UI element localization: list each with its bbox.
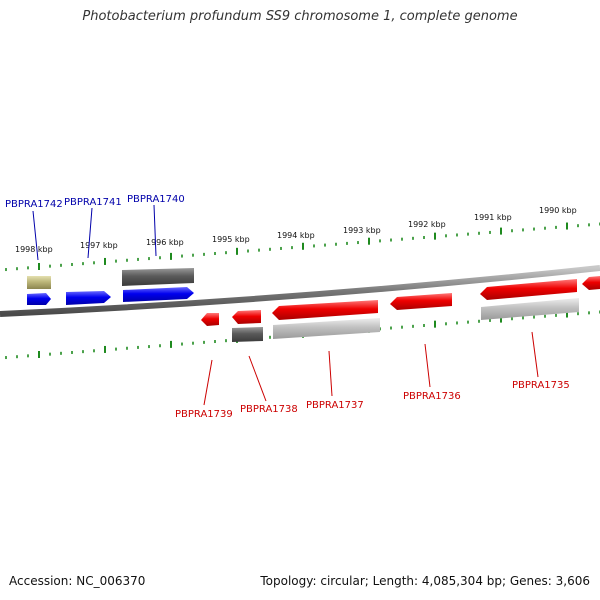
label-pbpra1741[interactable]: PBPRA1741 [64,197,122,208]
label-pbpra1738[interactable]: PBPRA1738 [240,404,298,415]
tick-label-1997: 1997 kbp [80,241,118,250]
gene-pbpra1742[interactable] [27,293,51,305]
tick-label-1996: 1996 kbp [146,238,184,247]
tick-label-1994: 1994 kbp [277,231,315,240]
tick-label-1991: 1991 kbp [474,213,512,222]
gene-block-dark-lower[interactable] [232,327,263,342]
gene-block-light-2[interactable] [481,298,579,320]
gene-pbpra1740[interactable] [123,287,194,302]
tick-label-1992: 1992 kbp [408,220,446,229]
gene-pbpra1739[interactable] [201,313,219,326]
tick-labels: 1998 kbp 1997 kbp 1996 kbp 1995 kbp 1994… [15,206,577,254]
label-pbpra1736[interactable]: PBPRA1736 [403,391,461,402]
tick-label-1998: 1998 kbp [15,245,53,254]
tick-label-1990: 1990 kbp [539,206,577,215]
bottom-label-connectors [203,331,539,406]
gene-pbpra1735[interactable] [480,279,577,300]
gene-pbpra1738[interactable] [232,310,261,324]
gene-block-light-1[interactable] [273,318,380,339]
label-pbpra1739[interactable]: PBPRA1739 [175,409,233,420]
top-label-connectors [32,204,157,261]
label-pbpra1742[interactable]: PBPRA1742 [5,199,63,210]
label-pbpra1735[interactable]: PBPRA1735 [512,380,570,391]
gene-block-dark[interactable] [122,268,194,286]
gene-block-olive[interactable] [27,276,51,289]
gene-pbpra1736[interactable] [390,293,452,310]
label-pbpra1737[interactable]: PBPRA1737 [306,400,364,411]
chromosome-backbone [0,265,600,317]
figure-title: Photobacterium profundum SS9 chromosome … [82,9,518,24]
gene-pbpra1737[interactable] [272,300,378,320]
tick-label-1995: 1995 kbp [212,235,250,244]
gene-pbpra1741[interactable] [66,291,111,305]
label-pbpra1740[interactable]: PBPRA1740 [127,194,185,205]
tick-label-1993: 1993 kbp [343,226,381,235]
gene-partial-right[interactable] [582,276,600,290]
accession-text: Accession: NC_006370 [9,574,146,588]
tick-track-top [5,222,600,272]
genome-summary-text: Topology: circular; Length: 4,085,304 bp… [260,574,590,588]
